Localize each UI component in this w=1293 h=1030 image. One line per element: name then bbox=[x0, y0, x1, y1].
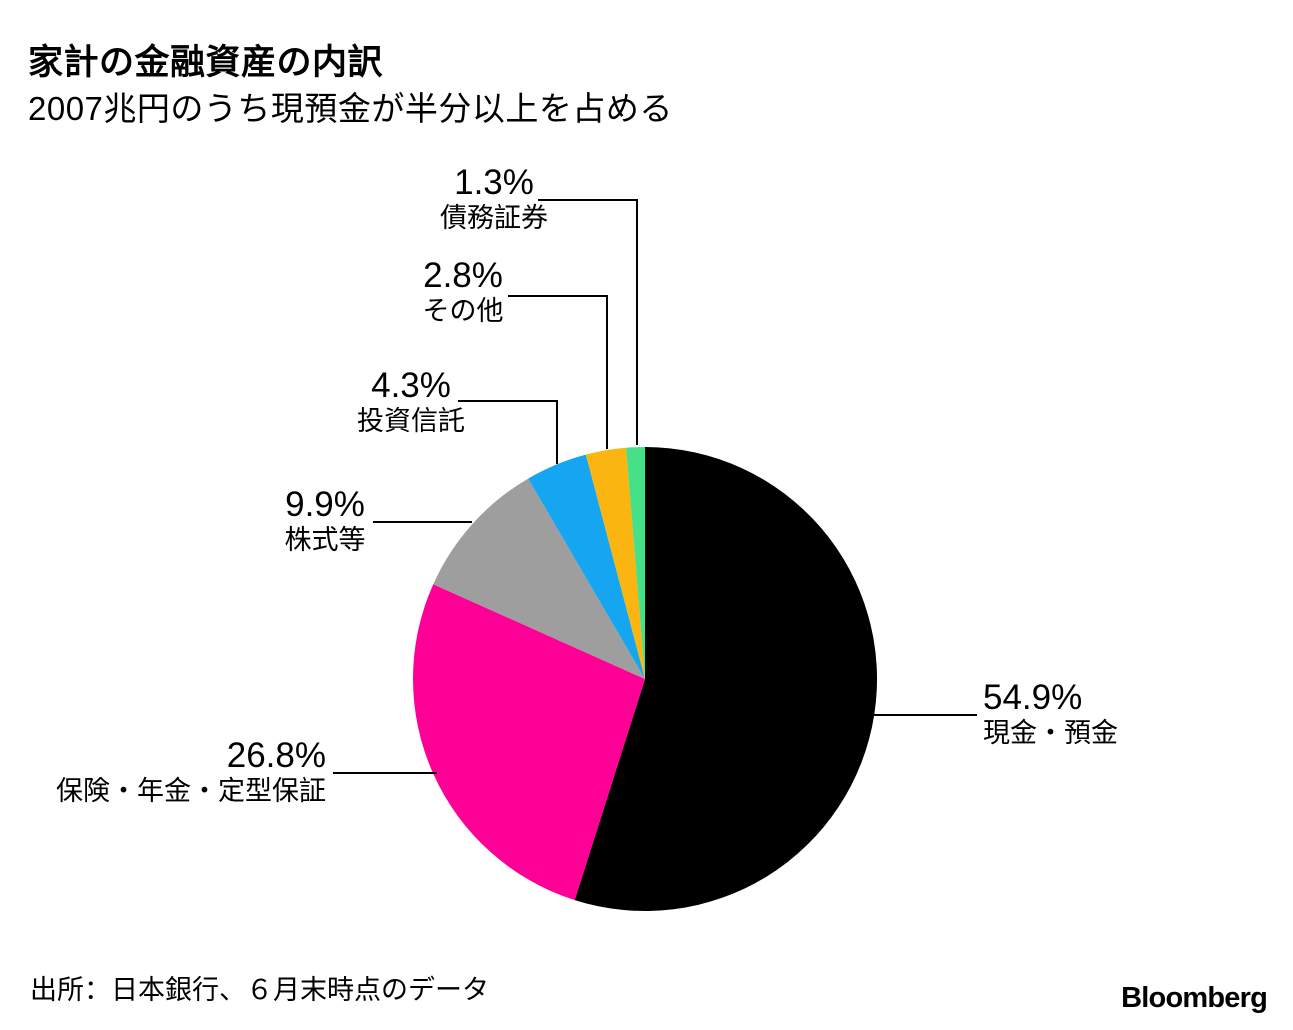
pie-slice-equities bbox=[433, 478, 645, 679]
leader-lines-group bbox=[333, 199, 977, 774]
slice-pct-debt-securities: 1.3% bbox=[454, 163, 534, 202]
slice-name-insurance-pension: 保険・年金・定型保証 bbox=[56, 776, 326, 806]
slice-name-equities: 株式等 bbox=[284, 525, 366, 555]
slice-label-insurance-pension: 26.8% 保険・年金・定型保証 bbox=[56, 737, 326, 807]
chart-subtitle: 2007兆円のうち現預金が半分以上を占める bbox=[28, 90, 673, 127]
slice-label-investment-trusts: 4.3% 投資信託 bbox=[357, 367, 465, 437]
slice-label-debt-securities: 1.3% 債務証券 bbox=[440, 164, 548, 234]
slice-name-cash-deposits: 現金・預金 bbox=[983, 718, 1118, 748]
slice-pct-cash-deposits: 54.9% bbox=[983, 678, 1083, 717]
slice-pct-equities: 9.9% bbox=[285, 485, 365, 524]
chart-title: 家計の金融資産の内訳 bbox=[28, 43, 384, 82]
slice-label-others: 2.8% その他 bbox=[423, 257, 504, 327]
pie-slice-others bbox=[585, 447, 645, 679]
slice-label-cash-deposits: 54.9% 現金・預金 bbox=[983, 679, 1118, 749]
pie-slice-insurance-pension bbox=[413, 584, 645, 901]
slice-pct-insurance-pension: 26.8% bbox=[226, 736, 326, 775]
source-note: 出所：日本銀行、６月末時点のデータ bbox=[30, 975, 489, 1005]
slice-name-others: その他 bbox=[422, 296, 504, 326]
pie-slice-investment-trusts bbox=[528, 454, 645, 679]
leader-line-debt-securities bbox=[538, 199, 638, 445]
pie-slice-debt-securities bbox=[626, 447, 645, 679]
pie-slice-cash-deposits bbox=[574, 447, 878, 912]
slice-label-equities: 9.9% 株式等 bbox=[285, 486, 366, 556]
slice-name-investment-trusts: 投資信託 bbox=[357, 406, 465, 436]
leader-line-investment-trusts bbox=[458, 400, 558, 464]
bloomberg-logo: Bloomberg bbox=[1121, 982, 1268, 1014]
slice-name-debt-securities: 債務証券 bbox=[440, 203, 548, 233]
leader-line-others bbox=[508, 295, 608, 449]
pie-slices-group bbox=[413, 447, 878, 912]
slice-pct-others: 2.8% bbox=[423, 256, 503, 295]
slice-pct-investment-trusts: 4.3% bbox=[371, 366, 451, 405]
